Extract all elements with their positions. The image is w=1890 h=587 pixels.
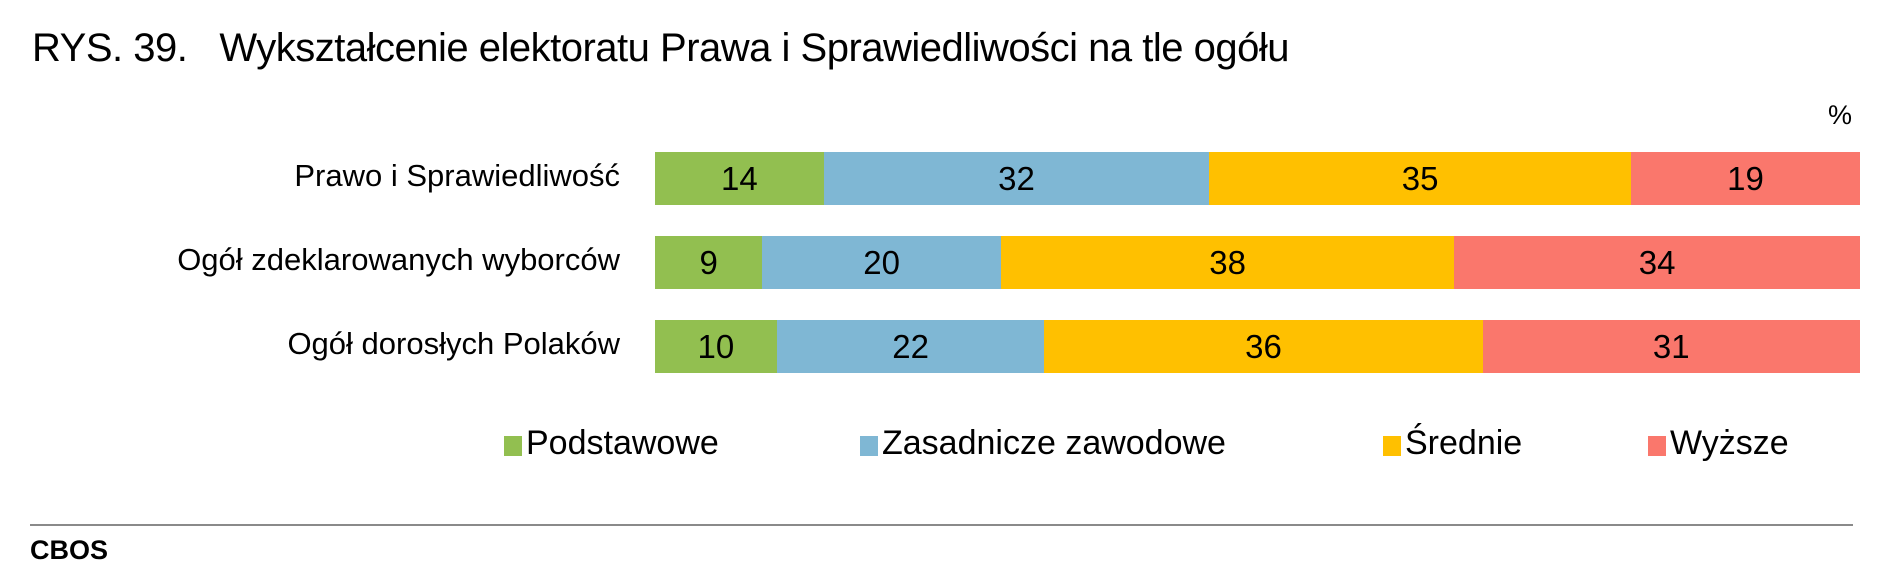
segment-zasadnicze-zawodowe: 32 xyxy=(823,152,1210,205)
legend-item-podstawowe: Podstawowe xyxy=(504,424,719,463)
legend-swatch-icon xyxy=(1383,435,1401,456)
figure-number: RYS. 39. xyxy=(32,26,188,70)
segment-srednie: 38 xyxy=(1000,236,1455,289)
legend-swatch-icon xyxy=(860,435,878,456)
legend-swatch-icon xyxy=(1648,435,1666,456)
legend-label: Zasadnicze zawodowe xyxy=(882,424,1226,462)
stacked-bar-row: 14 32 35 19 xyxy=(655,152,1860,205)
legend: Podstawowe Zasadnicze zawodowe Średnie W… xyxy=(0,424,1890,468)
segment-podstawowe: 14 xyxy=(655,152,824,205)
stacked-bar-row: 9 20 38 34 xyxy=(655,236,1860,289)
source-label: CBOS xyxy=(30,535,109,565)
legend-label: Podstawowe xyxy=(526,424,719,462)
segment-srednie: 35 xyxy=(1209,152,1632,205)
segment-podstawowe: 10 xyxy=(655,320,777,373)
chart-title: RYS. 39. Wykształcenie elektoratu Prawa i… xyxy=(32,26,1290,71)
unit-label: % xyxy=(1828,100,1853,130)
segment-srednie: 36 xyxy=(1044,320,1483,373)
segment-wyzsze: 34 xyxy=(1454,236,1860,289)
legend-item-wyzsze: Wyższe xyxy=(1648,424,1789,463)
row-label: Prawo i Sprawiedliwość xyxy=(294,158,620,193)
segment-wyzsze: 31 xyxy=(1482,320,1860,373)
stacked-bar-row: 10 22 36 31 xyxy=(655,320,1860,373)
row-label: Ogół dorosłych Polaków xyxy=(287,326,620,361)
segment-wyzsze: 19 xyxy=(1631,152,1860,205)
legend-label: Wyższe xyxy=(1670,424,1789,462)
legend-label: Średnie xyxy=(1405,424,1523,462)
figure-title: Wykształcenie elektoratu Prawa i Sprawie… xyxy=(219,26,1290,70)
segment-zasadnicze-zawodowe: 22 xyxy=(776,320,1045,373)
legend-item-srednie: Średnie xyxy=(1383,424,1522,463)
segment-zasadnicze-zawodowe: 20 xyxy=(762,236,1001,289)
segment-podstawowe: 9 xyxy=(655,236,763,289)
legend-swatch-icon xyxy=(504,435,522,456)
legend-item-zasadnicze-zawodowe: Zasadnicze zawodowe xyxy=(860,424,1226,463)
footer-divider xyxy=(30,524,1853,526)
row-label: Ogół zdeklarowanych wyborców xyxy=(177,242,620,277)
